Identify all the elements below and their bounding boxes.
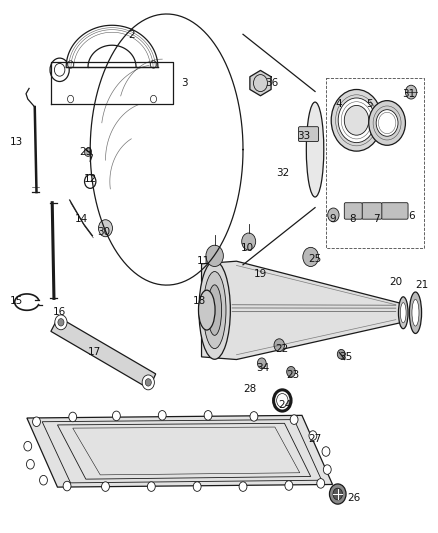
Circle shape (250, 411, 258, 421)
Circle shape (328, 208, 339, 222)
Circle shape (158, 410, 166, 420)
Circle shape (24, 441, 32, 451)
Text: 34: 34 (256, 362, 269, 373)
Text: 15: 15 (9, 296, 23, 306)
Circle shape (55, 315, 67, 330)
Text: 27: 27 (308, 434, 321, 445)
Circle shape (193, 482, 201, 491)
Polygon shape (201, 261, 403, 360)
Text: 2: 2 (128, 30, 135, 41)
Circle shape (285, 481, 293, 490)
Circle shape (406, 85, 417, 99)
FancyBboxPatch shape (362, 203, 382, 219)
FancyBboxPatch shape (381, 203, 408, 219)
Text: 22: 22 (276, 344, 289, 354)
Circle shape (274, 339, 285, 352)
Text: 13: 13 (9, 136, 23, 147)
Text: 24: 24 (278, 400, 291, 410)
Text: 18: 18 (193, 296, 206, 306)
Text: 10: 10 (241, 243, 254, 253)
Circle shape (69, 412, 77, 422)
Circle shape (50, 58, 69, 82)
Circle shape (63, 481, 71, 491)
Ellipse shape (199, 261, 230, 359)
Text: 11: 11 (197, 256, 210, 266)
Circle shape (150, 95, 156, 103)
FancyBboxPatch shape (344, 203, 362, 219)
Polygon shape (51, 317, 155, 389)
Text: 25: 25 (308, 254, 321, 263)
Circle shape (99, 220, 113, 237)
Ellipse shape (410, 292, 422, 334)
Circle shape (344, 106, 369, 135)
Ellipse shape (306, 102, 324, 197)
Text: 35: 35 (339, 352, 352, 362)
Circle shape (39, 475, 47, 485)
Circle shape (58, 319, 64, 326)
Circle shape (242, 233, 256, 250)
Ellipse shape (203, 271, 226, 349)
Circle shape (317, 479, 325, 488)
Ellipse shape (399, 297, 408, 329)
Circle shape (337, 350, 345, 359)
Circle shape (150, 61, 156, 68)
Circle shape (323, 465, 331, 474)
Text: 30: 30 (97, 227, 110, 237)
Text: 33: 33 (297, 131, 311, 141)
Ellipse shape (208, 285, 222, 335)
Circle shape (329, 484, 346, 504)
Text: 28: 28 (243, 384, 256, 394)
Polygon shape (250, 70, 271, 96)
Text: 12: 12 (84, 174, 97, 184)
Circle shape (67, 61, 74, 68)
Text: 20: 20 (389, 278, 403, 287)
Text: 14: 14 (75, 214, 88, 224)
Circle shape (204, 410, 212, 420)
Text: 26: 26 (348, 492, 361, 503)
Circle shape (32, 417, 40, 426)
Text: 16: 16 (53, 306, 66, 317)
Text: 5: 5 (366, 99, 373, 109)
Circle shape (142, 375, 154, 390)
Circle shape (113, 411, 120, 421)
Text: 17: 17 (88, 346, 101, 357)
Text: 21: 21 (415, 280, 429, 290)
Text: 36: 36 (265, 78, 278, 88)
Ellipse shape (412, 300, 419, 326)
Circle shape (303, 247, 318, 266)
Text: 23: 23 (286, 370, 300, 381)
Circle shape (309, 431, 317, 440)
Circle shape (322, 447, 330, 456)
Text: 7: 7 (373, 214, 379, 224)
FancyBboxPatch shape (298, 127, 318, 142)
Circle shape (145, 378, 151, 386)
Circle shape (287, 367, 295, 377)
Circle shape (239, 482, 247, 491)
Circle shape (102, 482, 110, 491)
Text: 6: 6 (408, 211, 414, 221)
Circle shape (26, 459, 34, 469)
Polygon shape (27, 415, 332, 487)
Text: 9: 9 (329, 214, 336, 224)
Circle shape (85, 148, 92, 157)
Circle shape (148, 482, 155, 491)
Circle shape (67, 95, 74, 103)
Text: 31: 31 (402, 88, 416, 99)
Text: 19: 19 (254, 270, 267, 279)
Circle shape (331, 90, 382, 151)
Circle shape (206, 245, 223, 266)
Ellipse shape (400, 303, 406, 323)
Circle shape (290, 415, 298, 424)
Circle shape (333, 488, 343, 500)
Circle shape (258, 358, 266, 368)
Text: 4: 4 (336, 99, 343, 109)
Text: 8: 8 (349, 214, 356, 224)
Text: 29: 29 (79, 147, 92, 157)
Circle shape (369, 101, 406, 146)
Text: 3: 3 (181, 78, 187, 88)
Circle shape (376, 110, 398, 136)
Ellipse shape (198, 290, 215, 330)
Circle shape (338, 98, 375, 143)
Text: 32: 32 (276, 168, 289, 179)
